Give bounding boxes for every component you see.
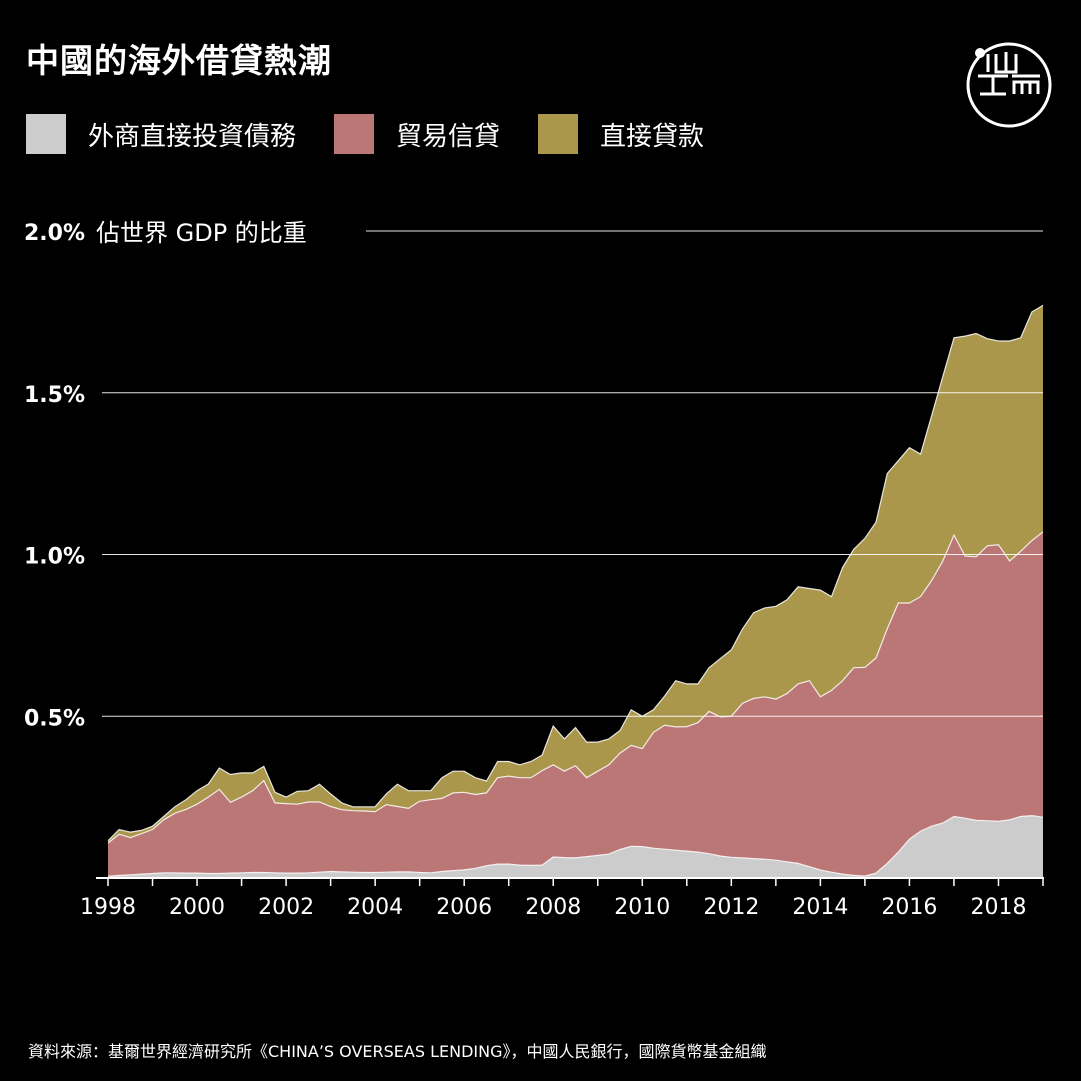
- legend-swatch-direct-loans: [538, 114, 579, 154]
- y-tick-label: 0.5%: [24, 706, 85, 731]
- x-tick-label: 2018: [970, 895, 1026, 920]
- chart-legend: 外商直接投資債務 貿易信貸 直接貸款: [26, 114, 742, 154]
- source-note: 資料來源：基爾世界經濟研究所《CHINA’S OVERSEAS LENDING》…: [28, 1042, 767, 1061]
- x-tick-label: 1998: [80, 895, 136, 920]
- x-tick-label: 2012: [703, 895, 759, 920]
- x-tick-label: 2008: [525, 895, 581, 920]
- x-tick-label: 2014: [792, 895, 848, 920]
- legend-item-trade-credit[interactable]: 貿易信貸: [334, 114, 500, 154]
- legend-item-direct-loans[interactable]: 直接貸款: [538, 114, 704, 154]
- brand-logo-icon[interactable]: [966, 42, 1052, 128]
- legend-swatch-fdi-debt: [26, 114, 66, 154]
- area-fdi-debt: [108, 815, 1043, 878]
- area-trade-credit: [108, 531, 1043, 877]
- page-title: 中國的海外借貸熱潮: [26, 41, 332, 80]
- y-tick-label: 2.0%: [24, 221, 85, 246]
- y-tick-label: 1.5%: [24, 383, 85, 408]
- legend-label-trade-credit: 貿易信貸: [396, 121, 501, 152]
- legend-label-direct-loans: 直接貸款: [600, 121, 705, 152]
- area-fdi-debt-edge: [107, 814, 1044, 877]
- area-trade-credit-edge: [107, 531, 1044, 844]
- x-tick-label: 2006: [436, 895, 492, 920]
- legend-swatch-trade-credit: [334, 114, 375, 154]
- x-tick-label: 2016: [881, 895, 937, 920]
- x-tick-label: 2002: [258, 895, 314, 920]
- area-direct-loans: [108, 305, 1043, 844]
- y-tick-label: 1.0%: [24, 545, 85, 570]
- y-axis-title: 佔世界 GDP 的比重: [96, 219, 307, 247]
- area-direct-loans-edge: [107, 304, 1044, 842]
- x-tick-label: 2000: [169, 895, 225, 920]
- legend-item-fdi-debt[interactable]: 外商直接投資債務: [26, 114, 296, 154]
- legend-label-fdi-debt: 外商直接投資債務: [88, 121, 297, 152]
- x-tick-label: 2010: [614, 895, 670, 920]
- x-tick-label: 2004: [347, 895, 403, 920]
